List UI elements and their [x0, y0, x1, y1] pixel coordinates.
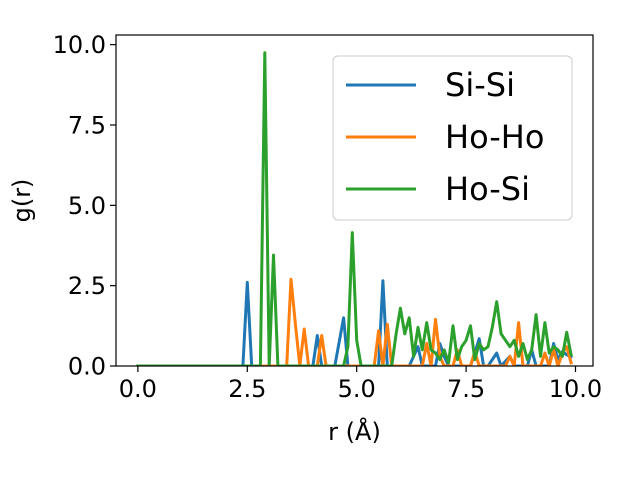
y-tick-label: 5.0 — [68, 192, 106, 220]
legend-label-ho-si: Ho-Si — [445, 170, 530, 208]
y-axis-label: g(r) — [8, 179, 36, 223]
x-tick-label: 7.5 — [447, 375, 485, 403]
x-tick-label: 0.0 — [119, 375, 157, 403]
series-line-ho-si — [136, 51, 573, 366]
legend-box — [332, 55, 573, 221]
axes-layer: 0.0 2.5 5.0 7.5 10.0 0.0 2.5 5.0 7.5 10.0 r (Å) g(r… — [8, 31, 602, 446]
series-line-ho-ho — [136, 277, 573, 366]
legend-label-ho-ho: Ho-Ho — [445, 118, 544, 156]
series-layer — [136, 51, 574, 366]
legend-label-si-si: Si-Si — [445, 66, 515, 104]
y-tick-label: 10.0 — [53, 31, 106, 59]
x-tick-label: 10.0 — [549, 375, 602, 403]
legend: Si-Si Ho-Ho Ho-Si — [332, 55, 573, 221]
x-axis-label: r (Å) — [328, 417, 381, 446]
plot-frame — [115, 34, 594, 367]
x-tick-label: 5.0 — [338, 375, 376, 403]
y-tick-label: 7.5 — [68, 111, 106, 139]
y-tick-label: 0.0 — [68, 353, 106, 381]
x-tick-label: 2.5 — [228, 375, 266, 403]
series-line-si-si — [136, 279, 574, 366]
y-tick-label: 2.5 — [68, 272, 106, 300]
